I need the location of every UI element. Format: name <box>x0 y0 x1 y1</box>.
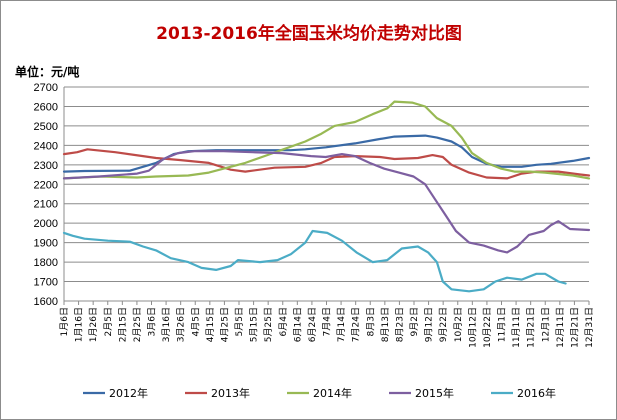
x-tick-label: 6月4日 <box>278 307 289 336</box>
x-tick-label: 2月15日 <box>117 307 128 342</box>
x-tick-label: 11月1日 <box>497 307 508 342</box>
x-tick-label: 4月25日 <box>219 307 230 342</box>
y-tick-label: 1600 <box>34 296 58 308</box>
y-tick-label: 2100 <box>34 199 58 211</box>
x-tick-label: 5月25日 <box>263 307 274 342</box>
x-tick-label: 10月22日 <box>482 307 493 348</box>
x-tick-label: 10月12日 <box>467 307 478 348</box>
y-tick-label: 2700 <box>34 82 58 94</box>
series-lines <box>62 100 591 293</box>
x-tick-label: 7月24日 <box>351 307 362 342</box>
y-tick-label: 2000 <box>34 218 58 230</box>
x-tick-label: 11月21日 <box>526 307 537 348</box>
y-tick-label: 1700 <box>34 277 58 289</box>
y-tick-label: 2500 <box>34 121 58 133</box>
unit-label: 单位：元/吨 <box>15 64 79 79</box>
x-tick-label: 7月4日 <box>322 307 333 336</box>
x-tick-label: 5月5日 <box>234 307 245 336</box>
x-tick-label: 3月16日 <box>161 307 172 342</box>
x-tick-label: 4月15日 <box>205 307 216 342</box>
legend-label: 2016年 <box>517 386 556 400</box>
legend-label: 2015年 <box>415 386 454 400</box>
x-tick-label: 7月14日 <box>336 307 347 342</box>
x-tick-label: 5月15日 <box>249 307 260 342</box>
series-line-2015年 <box>62 150 591 254</box>
y-tick-label: 1900 <box>34 238 58 250</box>
y-tick-label: 1800 <box>34 257 58 269</box>
series-line-2012年 <box>62 134 591 173</box>
legend-label: 2012年 <box>109 386 148 400</box>
x-tick-label: 9月2日 <box>409 307 420 336</box>
series-line-2014年 <box>62 100 591 180</box>
x-tick-label: 12月21日 <box>569 307 580 348</box>
gridlines <box>64 86 589 302</box>
x-tick-label: 3月6日 <box>147 307 158 336</box>
x-tick-label: 8月13日 <box>380 307 391 342</box>
chart-title: 2013-2016年全国玉米均价走势对比图 <box>156 23 462 44</box>
x-tick-label: 12月31日 <box>584 307 595 348</box>
x-tick-label: 1月26日 <box>88 307 99 342</box>
x-tick-label: 12月11日 <box>555 307 566 348</box>
y-tick-label: 2200 <box>34 179 58 191</box>
y-tick-label: 2300 <box>34 160 58 172</box>
x-tick-label: 9月12日 <box>424 307 435 342</box>
x-tick-label: 9月22日 <box>438 307 449 342</box>
y-tick-label: 2400 <box>34 140 58 152</box>
y-tick-label: 2600 <box>34 101 58 113</box>
series-line-2013年 <box>62 148 591 180</box>
x-tick-label: 11月11日 <box>511 307 522 348</box>
legend: 2012年 2013年 2014年 2015年 2016年 <box>83 386 556 400</box>
x-tick-label: 8月3日 <box>365 307 376 336</box>
x-tick-label: 10月2日 <box>453 307 464 342</box>
x-tick-label: 6月14日 <box>292 307 303 342</box>
legend-label: 2014年 <box>313 386 352 400</box>
x-tick-label: 12月1日 <box>540 307 551 342</box>
x-tick-label: 2月25日 <box>132 307 143 342</box>
x-tick-label: 4月5日 <box>190 307 201 336</box>
x-tick-label: 6月24日 <box>307 307 318 342</box>
x-tick-label: 2月5日 <box>103 307 114 336</box>
axes: 1600 1700 1800 1900 2000 2100 2200 2300 2400 2500… <box>34 82 595 348</box>
x-tick-label: 3月26日 <box>176 307 187 342</box>
legend-label: 2013年 <box>211 386 250 400</box>
series-line-2016年 <box>62 229 567 293</box>
x-tick-label: 1月6日 <box>59 307 70 336</box>
x-tick-label: 1月16日 <box>74 307 85 342</box>
x-tick-label: 8月23日 <box>394 307 405 342</box>
